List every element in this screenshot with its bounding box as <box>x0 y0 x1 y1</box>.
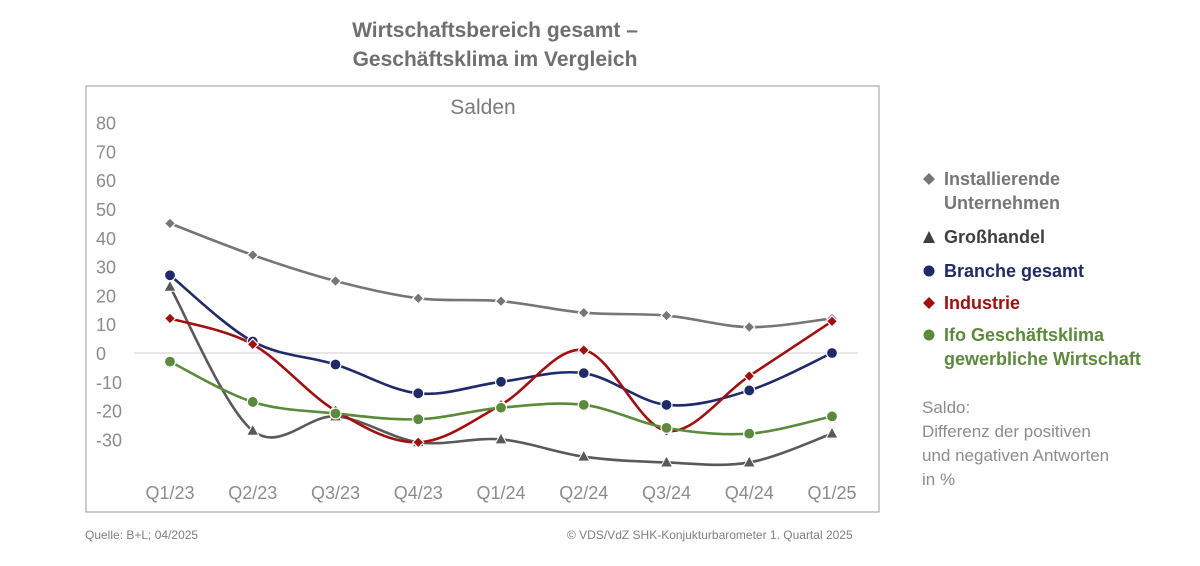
series-4-point <box>329 407 342 420</box>
series-1-point <box>659 454 674 468</box>
series-3-point <box>825 314 839 328</box>
series-3-point <box>163 312 177 325</box>
saldo-note-line-3: und negativen Antworten <box>922 446 1110 465</box>
series-3-point <box>246 338 260 351</box>
legend-marker-diamond-icon <box>923 297 935 309</box>
series-3-point <box>411 435 425 449</box>
plot-frame <box>85 85 880 513</box>
y-tick-label: 0 <box>96 344 106 364</box>
y-tick-label: 50 <box>96 200 116 220</box>
legend-marker-diamond-icon <box>923 173 935 185</box>
series-0-point <box>577 306 591 320</box>
y-tick-label: 70 <box>96 142 116 162</box>
y-tick-label: -10 <box>96 373 122 393</box>
legend-label: gewerbliche Wirtschaft <box>944 349 1141 369</box>
series-1-point <box>825 426 839 439</box>
y-tick-label: 10 <box>96 315 116 335</box>
x-tick-label: Q1/23 <box>145 483 194 503</box>
x-tick-label: Q1/24 <box>476 483 525 503</box>
series-1-point <box>742 454 757 468</box>
series-3-point <box>742 369 756 383</box>
series-1-point <box>494 431 508 445</box>
series-2-point <box>743 384 756 397</box>
series-0-point <box>742 320 756 334</box>
series-2-point <box>163 269 177 282</box>
y-tick-label: -20 <box>96 402 122 422</box>
legend-label: Installierende <box>944 169 1061 189</box>
x-tick-label: Q1/25 <box>807 483 856 503</box>
legend-marker-circle-icon <box>923 329 935 341</box>
x-tick-label: Q2/23 <box>228 483 277 503</box>
chart-title: Wirtschaftsbereich gesamt – Geschäftskli… <box>0 16 990 74</box>
series-0-point <box>163 217 177 230</box>
series-4-point <box>577 398 590 411</box>
series-line-0 <box>168 222 834 329</box>
legend-label: Industrie <box>944 293 1021 313</box>
legend-item: Industrie <box>922 291 1192 315</box>
series-1-point <box>245 423 260 436</box>
series-3-point <box>577 343 591 357</box>
x-tick-label: Q3/23 <box>311 483 360 503</box>
series-1-point <box>163 279 177 292</box>
legend-label: Unternehmen <box>944 193 1061 213</box>
legend-marker-circle-icon <box>923 265 935 277</box>
chart-title-line-2: Geschäftsklima im Vergleich <box>352 48 638 71</box>
y-tick-label: 80 <box>96 114 116 134</box>
series-0-point <box>411 291 425 305</box>
series-4-point <box>743 427 756 440</box>
series-4-point <box>494 401 508 414</box>
source-footer: Quelle: B+L; 04/2025 <box>85 528 199 542</box>
chart-legend: Installierende Unternehmen Großhandel Branc… <box>922 167 1192 371</box>
legend-item: Installierende Unternehmen <box>922 167 1192 215</box>
x-tick-label: Q4/24 <box>725 483 774 503</box>
legend-marker-triangle-icon <box>923 231 935 243</box>
legend-item: Ifo Geschäftsklima gewerbliche Wirtschaft <box>922 323 1192 371</box>
chart-title-line-1: Wirtschaftsbereich gesamt – <box>352 19 638 42</box>
x-tick-label: Q3/24 <box>642 483 691 503</box>
series-4-point <box>246 395 259 409</box>
series-2-point <box>577 367 590 380</box>
series-2-point <box>825 346 839 360</box>
series-2-point <box>329 358 342 371</box>
series-4-point <box>412 413 425 426</box>
series-2-point <box>660 398 673 411</box>
series-2-point <box>412 387 425 400</box>
legend-item: Branche gesamt <box>922 259 1192 283</box>
series-0-point <box>246 248 260 262</box>
legend-label: Ifo Geschäftsklima <box>944 325 1105 345</box>
x-tick-label: Q4/23 <box>394 483 443 503</box>
saldo-note-line-1: Saldo: <box>922 398 971 417</box>
series-0-point <box>329 274 342 288</box>
copyright-footer: © VDS/VdZ SHK-Konjukturbarometer 1. Quar… <box>567 528 853 542</box>
series-4-point <box>825 410 839 423</box>
series-line-4 <box>168 360 834 436</box>
legend-item: Großhandel <box>922 225 1192 249</box>
x-tick-label: Q2/24 <box>559 483 608 503</box>
saldo-note-line-2: Differenz der positiven <box>922 422 1091 441</box>
series-2-point <box>494 375 508 388</box>
series-0-point <box>660 309 673 322</box>
y-tick-label: -30 <box>96 430 122 450</box>
series-4-point <box>660 421 673 434</box>
plot-label: Salden <box>450 96 515 119</box>
y-tick-label: 60 <box>96 171 116 191</box>
legend-label: Großhandel <box>944 227 1046 247</box>
y-tick-label: 20 <box>96 286 116 306</box>
y-tick-label: 40 <box>96 229 116 249</box>
saldo-note: Saldo: Differenz der positiven und negat… <box>922 396 1182 492</box>
y-tick-label: 30 <box>96 258 116 278</box>
series-0-point <box>494 294 508 308</box>
saldo-note-line-4: in % <box>922 470 956 489</box>
legend-label: Branche gesamt <box>944 261 1085 281</box>
series-4-point <box>163 355 177 368</box>
series-1-point <box>576 449 591 462</box>
